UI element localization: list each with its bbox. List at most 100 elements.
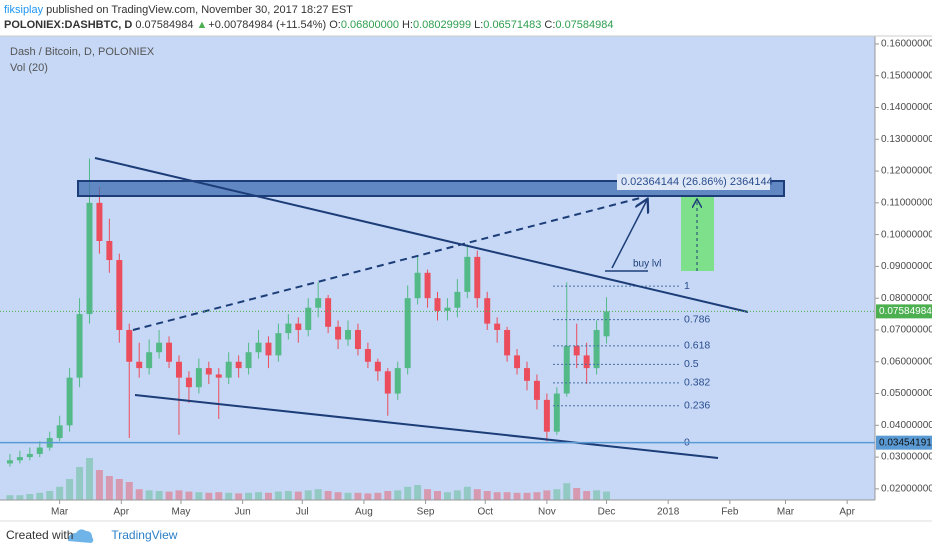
buy-label: buy lvl xyxy=(633,259,661,270)
candle-body xyxy=(454,291,461,308)
candle-body xyxy=(56,425,63,439)
x-tick-label: Oct xyxy=(477,507,493,518)
candle-body xyxy=(543,399,550,432)
candle-body xyxy=(126,329,133,362)
candle-body xyxy=(305,307,312,330)
candle-body xyxy=(285,323,292,334)
x-tick-label: Aug xyxy=(355,507,373,518)
ohlc-label: O: xyxy=(329,19,341,31)
candle-body xyxy=(225,361,232,378)
candle-body xyxy=(76,314,83,378)
candle-body xyxy=(434,298,441,311)
candle-body xyxy=(146,352,153,369)
candle-body xyxy=(514,355,521,369)
y-tick-label: 0.02000000 xyxy=(881,484,932,495)
last-price: 0.07584984 xyxy=(135,19,194,31)
candle-body xyxy=(175,361,182,378)
candle-body xyxy=(384,371,391,394)
y-tick-label: 0.04000000 xyxy=(881,420,932,431)
x-tick-label: Apr xyxy=(839,507,855,518)
measure-label-bg xyxy=(617,174,770,190)
volume-bar xyxy=(404,486,412,500)
candle-body xyxy=(215,374,222,378)
author[interactable]: fiksiplay xyxy=(4,4,44,16)
candle-body xyxy=(444,307,451,311)
header: fiksiplay published on TradingView.com, N… xyxy=(4,3,617,33)
volume-bar xyxy=(105,476,113,500)
ohlc-value: 0.07584984 xyxy=(555,19,614,31)
candle-body xyxy=(116,260,123,330)
volume-bar xyxy=(563,483,571,500)
x-tick-label: Jul xyxy=(296,507,309,518)
ohlc-label: C: xyxy=(544,19,556,31)
candle-body xyxy=(414,272,421,299)
candle-body xyxy=(275,333,282,356)
fib-label: 0.786 xyxy=(684,313,710,325)
candle-body xyxy=(354,329,361,350)
volume-bar xyxy=(135,489,143,500)
ohlc-value: 0.06800000 xyxy=(340,19,399,31)
volume-bar xyxy=(255,492,263,500)
ohlc-label: H: xyxy=(401,19,413,31)
candle-body xyxy=(464,256,471,292)
symbol: POLONIEX:DASHBTC, D xyxy=(4,19,133,31)
candle-body xyxy=(106,240,113,261)
x-tick-label: Mar xyxy=(51,507,69,518)
x-tick-label: Jun xyxy=(235,507,251,518)
y-tick-label: 0.03000000 xyxy=(881,452,932,463)
x-tick-label: Nov xyxy=(538,507,556,518)
candle-body xyxy=(166,342,173,362)
volume-title: Vol (20) xyxy=(10,62,48,74)
volume-bar xyxy=(493,492,501,500)
candle-body xyxy=(494,323,501,330)
price-label: 0.03454191 xyxy=(879,437,932,448)
arrow xyxy=(611,200,647,269)
volume-bar xyxy=(314,489,322,500)
header-row: fiksiplay published on TradingView.com, N… xyxy=(4,3,617,18)
x-tick-label: Dec xyxy=(598,507,616,518)
trendline xyxy=(134,394,719,459)
volume-bar xyxy=(543,490,551,500)
candle-body xyxy=(195,368,202,388)
fib-label: 1 xyxy=(684,280,690,292)
ohlc-value: 0.08029999 xyxy=(412,19,472,31)
candle-body xyxy=(86,202,93,315)
volume-bar xyxy=(215,492,223,500)
footer-brand[interactable]: TradingView xyxy=(111,528,178,542)
y-tick-label: 0.05000000 xyxy=(881,388,932,399)
volume-bar xyxy=(175,490,183,500)
candle-body xyxy=(156,342,163,353)
candle-body xyxy=(474,256,481,299)
volume-bar xyxy=(86,458,93,500)
volume-bar xyxy=(66,479,74,500)
candle-body xyxy=(553,393,560,432)
ohlc-label: L: xyxy=(474,19,484,31)
candle-body xyxy=(136,361,143,369)
measure-label: 0.02364144 (26.86%) 2364144 xyxy=(621,176,773,188)
candle-body xyxy=(66,377,73,426)
y-tick-label: 0.11000000 xyxy=(881,197,932,208)
y-tick-label: 0.10000000 xyxy=(881,229,932,240)
x-tick-label: Apr xyxy=(114,507,130,518)
y-tick-label: 0.07000000 xyxy=(881,325,932,336)
candle-body xyxy=(6,460,13,464)
candle-body xyxy=(573,345,580,356)
volume-bar xyxy=(453,490,461,500)
volume-bar xyxy=(583,491,591,500)
volume-bar xyxy=(593,490,601,500)
candle-body xyxy=(603,311,610,337)
volume-bar xyxy=(573,488,581,500)
candle-body xyxy=(533,380,540,400)
volume-bar xyxy=(95,470,103,500)
volume-bar xyxy=(46,491,54,500)
y-tick-label: 0.09000000 xyxy=(881,261,932,272)
published: published on TradingView.com, November 3… xyxy=(46,4,353,16)
header-row: POLONIEX:DASHBTC, D 0.07584984 ▲+0.0078498… xyxy=(4,18,617,33)
volume-bar xyxy=(334,492,342,500)
candle-body xyxy=(185,377,192,388)
tradingview-logo xyxy=(68,529,94,543)
volume-bar xyxy=(274,491,282,500)
volume-bar xyxy=(155,491,163,500)
fib-label: 0.236 xyxy=(684,399,710,411)
volume-bar xyxy=(225,492,233,500)
